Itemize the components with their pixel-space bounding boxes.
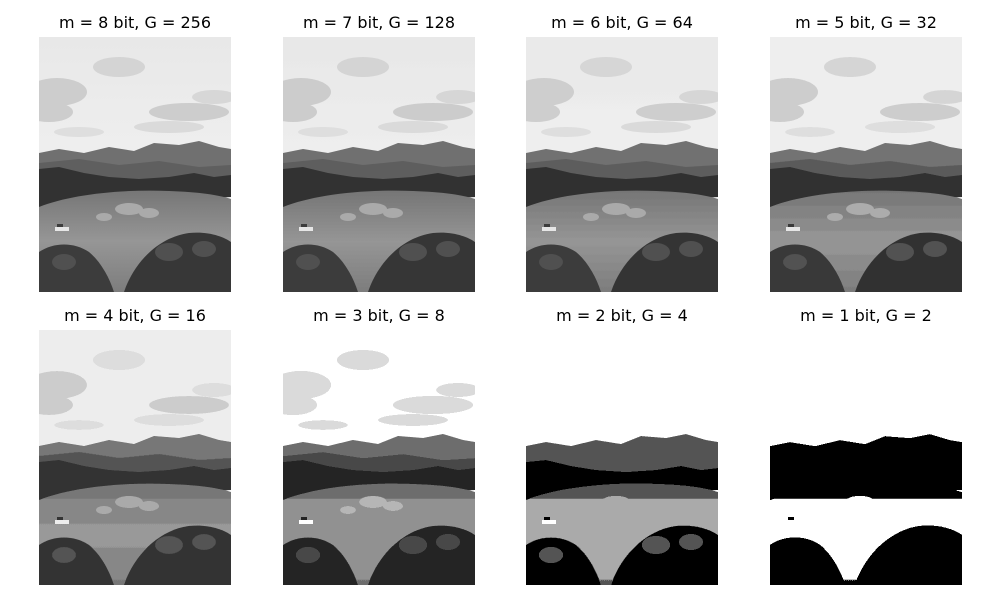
panel-title: m = 8 bit, G = 256: [59, 13, 211, 32]
panel-title: m = 6 bit, G = 64: [551, 13, 693, 32]
panel-title: m = 7 bit, G = 128: [303, 13, 455, 32]
quantized-landscape-image: [770, 330, 962, 585]
panel-title: m = 3 bit, G = 8: [313, 306, 445, 325]
panel-title: m = 4 bit, G = 16: [64, 306, 206, 325]
quantized-landscape-image: [39, 330, 231, 585]
quantized-landscape-image: [770, 37, 962, 292]
quantized-landscape-image: [526, 330, 718, 585]
panel-title: m = 1 bit, G = 2: [800, 306, 932, 325]
panel-title: m = 2 bit, G = 4: [556, 306, 688, 325]
quantized-landscape-image: [283, 330, 475, 585]
quantized-landscape-image: [526, 37, 718, 292]
quantized-landscape-image: [283, 37, 475, 292]
quantized-landscape-image: [39, 37, 231, 292]
panel-title: m = 5 bit, G = 32: [795, 13, 937, 32]
